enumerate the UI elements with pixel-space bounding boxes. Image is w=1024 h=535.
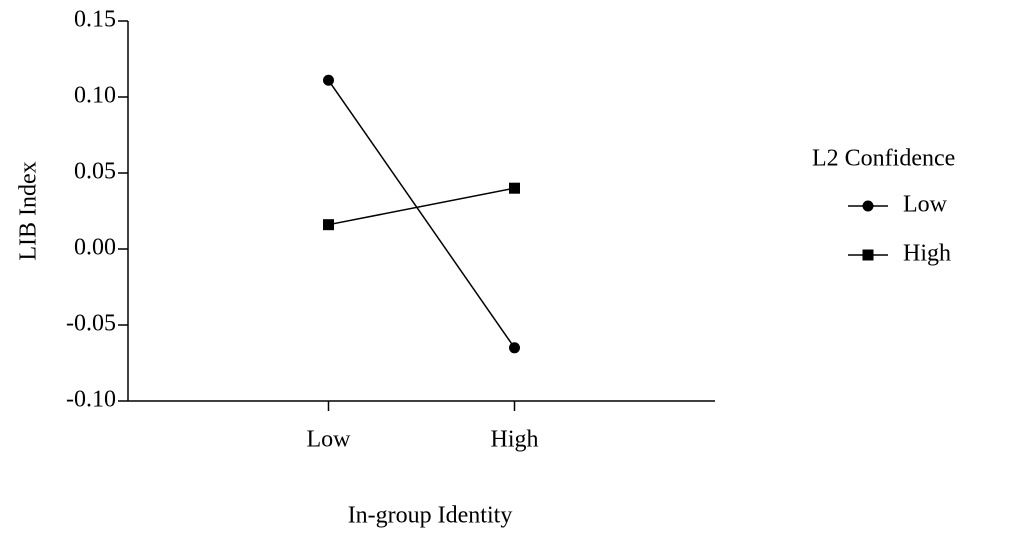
y-tick-label: 0.10 bbox=[74, 83, 116, 109]
x-tick-label: Low bbox=[307, 427, 352, 453]
x-axis-title: In-group Identity bbox=[348, 503, 513, 529]
y-tick-label: 0.00 bbox=[74, 235, 116, 261]
y-tick-label: -0.05 bbox=[66, 311, 116, 337]
y-tick-label: 0.15 bbox=[74, 7, 116, 33]
marker bbox=[862, 200, 874, 212]
y-axis-title: LIB Index bbox=[16, 161, 42, 260]
series-line bbox=[328, 187, 515, 226]
marker bbox=[323, 74, 334, 86]
marker bbox=[509, 342, 520, 354]
legend-title: L2 Confidence bbox=[812, 146, 955, 172]
legend-label: Low bbox=[903, 192, 948, 218]
marker bbox=[509, 182, 520, 194]
x-tick-label: High bbox=[491, 427, 539, 453]
legend-label: High bbox=[903, 241, 951, 267]
marker bbox=[323, 219, 334, 231]
marker bbox=[862, 249, 874, 261]
series-line bbox=[327, 79, 516, 349]
y-tick-label: -0.10 bbox=[66, 387, 116, 413]
y-tick-label: 0.05 bbox=[74, 159, 116, 185]
